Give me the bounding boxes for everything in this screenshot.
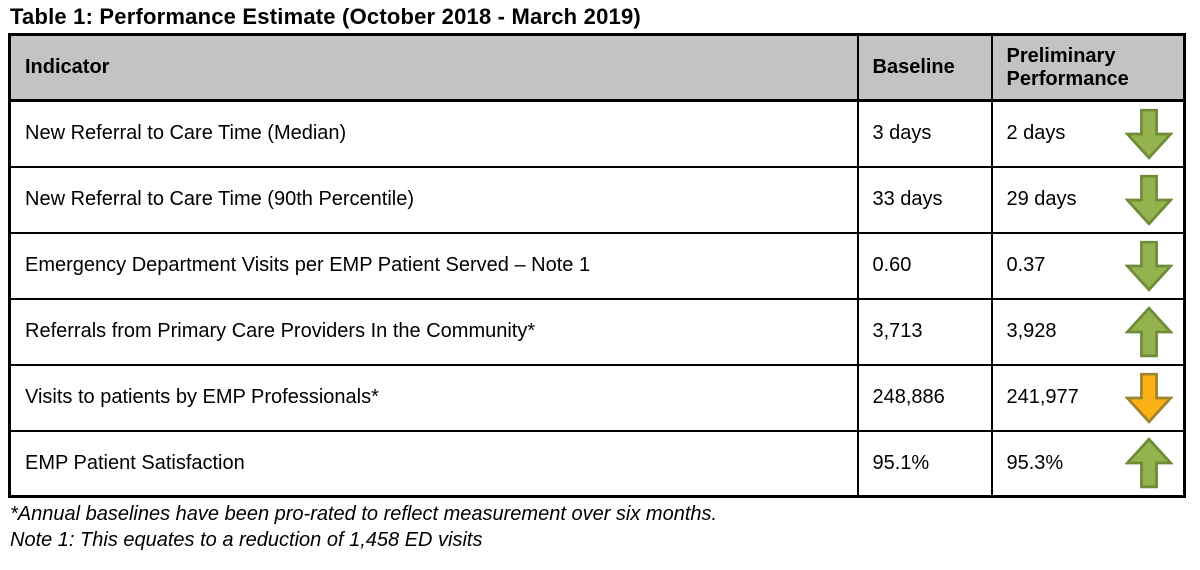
preliminary-cell: 29 days bbox=[990, 165, 1186, 234]
preliminary-value: 0.37 bbox=[1006, 254, 1046, 276]
preliminary-value: 29 days bbox=[1006, 188, 1077, 210]
baseline-cell: 33 days bbox=[856, 165, 993, 234]
table-row: EMP Patient Satisfaction 95.1% 95.3% bbox=[8, 429, 1186, 498]
column-header-indicator: Indicator bbox=[8, 33, 859, 102]
down-arrow-icon bbox=[1125, 372, 1173, 424]
footnotes: *Annual baselines have been pro-rated to… bbox=[10, 501, 1192, 553]
preliminary-cell: 2 days bbox=[990, 99, 1186, 168]
down-arrow-icon bbox=[1125, 108, 1173, 160]
table-row: New Referral to Care Time (Median) 3 day… bbox=[8, 99, 1186, 168]
footnote-note1: Note 1: This equates to a reduction of 1… bbox=[10, 529, 483, 551]
table-row: Referrals from Primary Care Providers In… bbox=[8, 297, 1186, 366]
table-row: Emergency Department Visits per EMP Pati… bbox=[8, 231, 1186, 300]
preliminary-value: 2 days bbox=[1006, 122, 1066, 145]
up-arrow-icon bbox=[1125, 437, 1173, 489]
baseline-cell: 3 days bbox=[856, 99, 993, 168]
baseline-cell: 248,886 bbox=[856, 363, 993, 432]
preliminary-value: 95.3% bbox=[1006, 451, 1064, 474]
preliminary-value: 3,928 bbox=[1006, 320, 1057, 342]
header-row: Indicator Baseline Preliminary Performan… bbox=[8, 33, 1186, 102]
table-row: New Referral to Care Time (90th Percenti… bbox=[8, 165, 1186, 234]
indicator-cell: Referrals from Primary Care Providers In… bbox=[8, 297, 859, 366]
preliminary-value: 241,977 bbox=[1006, 386, 1079, 408]
table-row: Visits to patients by EMP Professionals*… bbox=[8, 363, 1186, 432]
performance-table: Indicator Baseline Preliminary Performan… bbox=[8, 33, 1186, 498]
indicator-cell: Emergency Department Visits per EMP Pati… bbox=[8, 231, 859, 300]
report-page: Table 1: Performance Estimate (October 2… bbox=[8, 4, 1192, 553]
preliminary-cell: 0.37 bbox=[990, 231, 1186, 300]
indicator-cell: EMP Patient Satisfaction bbox=[8, 429, 859, 498]
indicator-cell: Visits to patients by EMP Professionals* bbox=[8, 363, 859, 432]
preliminary-cell: 241,977 bbox=[990, 363, 1186, 432]
down-arrow-icon bbox=[1125, 174, 1173, 226]
column-header-baseline: Baseline bbox=[856, 33, 993, 102]
baseline-cell: 0.60 bbox=[856, 231, 993, 300]
indicator-cell: New Referral to Care Time (90th Percenti… bbox=[8, 165, 859, 234]
baseline-cell: 95.1% bbox=[856, 429, 993, 498]
preliminary-cell: 3,928 bbox=[990, 297, 1186, 366]
up-arrow-icon bbox=[1125, 305, 1173, 358]
baseline-cell: 3,713 bbox=[856, 297, 993, 366]
column-header-preliminary: Preliminary Performance bbox=[990, 33, 1186, 102]
down-arrow-icon bbox=[1125, 240, 1173, 292]
preliminary-cell: 95.3% bbox=[990, 429, 1186, 498]
indicator-cell: New Referral to Care Time (Median) bbox=[8, 99, 859, 168]
table-title: Table 1: Performance Estimate (October 2… bbox=[10, 4, 641, 29]
footnote-prorated: *Annual baselines have been pro-rated to… bbox=[10, 503, 718, 525]
